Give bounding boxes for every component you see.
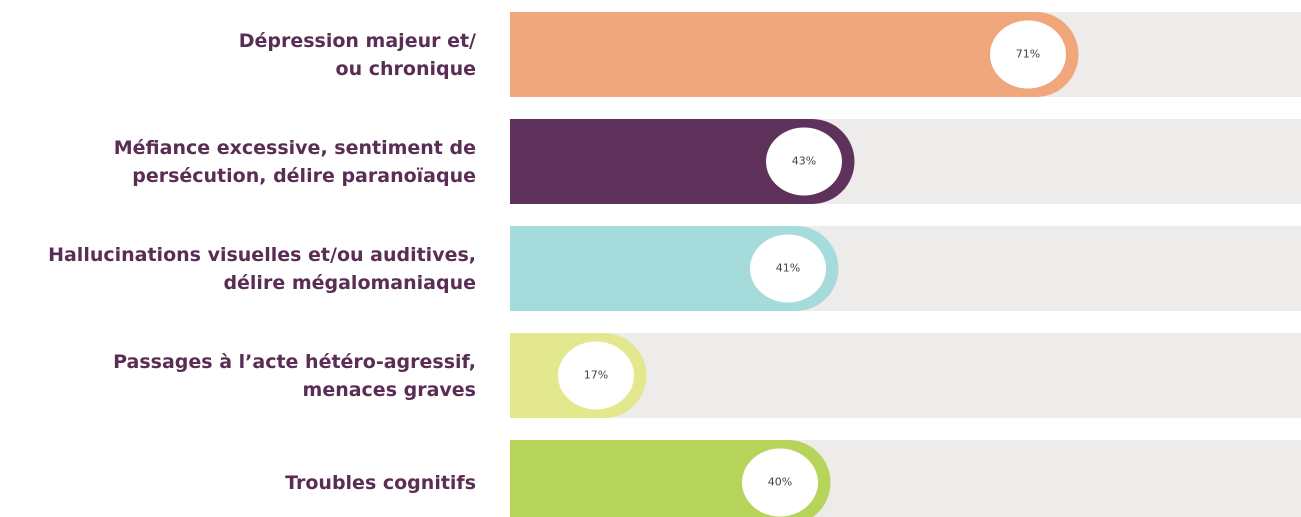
value-badge — [766, 127, 842, 196]
value-badge — [990, 20, 1066, 89]
category-label: Dépression majeur et/ ou chronique — [238, 29, 476, 80]
category-label: Troubles cognitifs — [285, 471, 476, 494]
value-badge — [742, 448, 818, 517]
category-label: Passages à l’acte hétéro-agressif, menac… — [113, 350, 476, 401]
bar-track — [510, 333, 1301, 418]
value-label: 40% — [768, 476, 792, 489]
value-label: 17% — [584, 369, 608, 382]
category-label: Hallucinations visuelles et/ou auditives… — [48, 243, 476, 294]
bar — [510, 119, 855, 204]
value-label: 41% — [776, 262, 800, 275]
value-badge — [558, 341, 634, 410]
value-label: 71% — [1016, 48, 1040, 61]
category-label: Méfiance excessive, sentiment de persécu… — [113, 136, 476, 187]
bar — [510, 12, 1079, 97]
value-badge — [750, 234, 826, 303]
bar — [510, 226, 839, 311]
value-label: 43% — [792, 155, 816, 168]
